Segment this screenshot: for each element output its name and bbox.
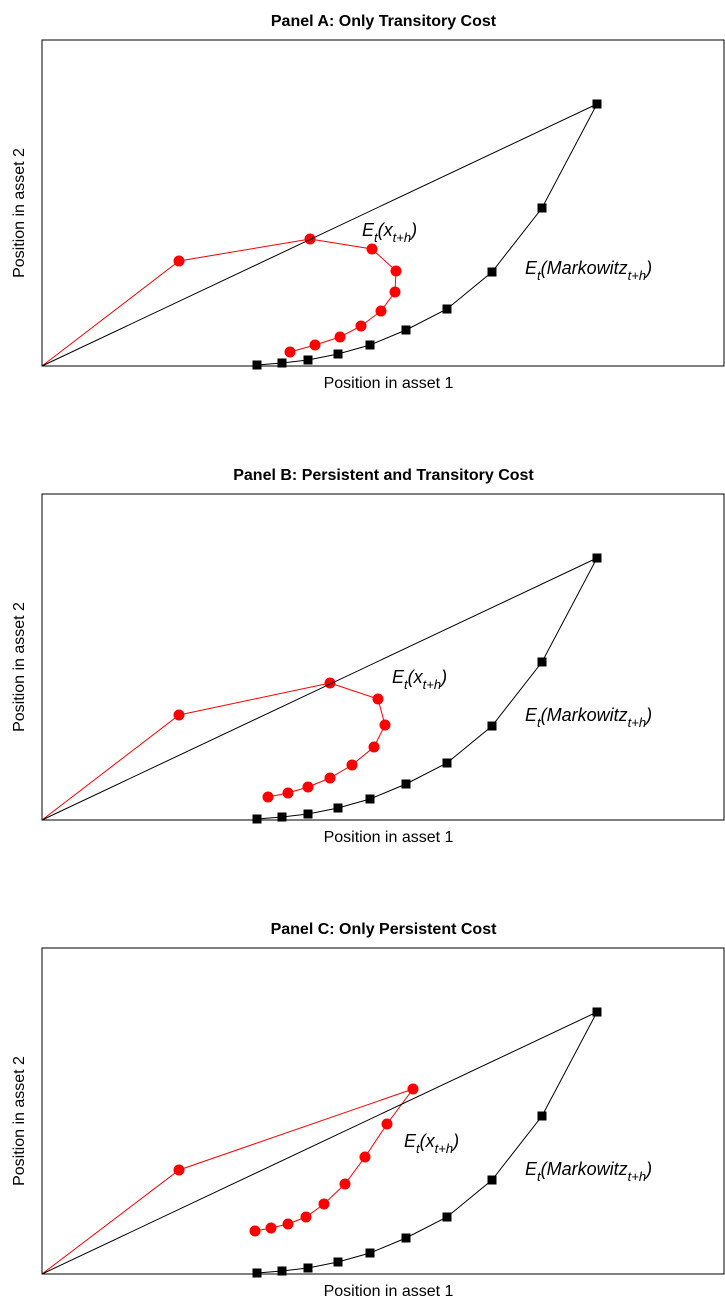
data-point-3 [442,304,452,314]
plot-area-frame [41,947,725,1275]
data-point-2 [381,1118,393,1130]
panel-0: Panel A: Only Transitory Cost Position in… [11,13,725,392]
data-point-0 [173,255,185,267]
series-label: Et(xt+h) [392,667,447,692]
data-point-4 [389,286,401,298]
data-point-3 [379,719,391,731]
data-point-6 [324,772,336,784]
data-point-4 [368,741,380,753]
data-point-4 [339,1178,351,1190]
data-point-1 [537,1111,547,1121]
data-point-0 [592,553,602,563]
series-label: Et(Markowitzt+h) [525,1159,652,1184]
data-point-6 [300,1211,312,1223]
data-point-8 [277,1266,287,1276]
data-point-0 [173,709,185,721]
data-point-0 [592,99,602,109]
data-point-6 [333,349,343,359]
data-point-0 [592,1007,602,1017]
data-point-2 [372,693,384,705]
panel-1: Panel B: Persistent and Transitory Cost P… [11,467,725,846]
series-1: Et(Markowitzt+h) [41,553,652,824]
data-point-4 [401,1233,411,1243]
data-point-6 [333,803,343,813]
data-point-5 [365,340,375,350]
data-point-5 [318,1198,330,1210]
data-point-8 [277,358,287,368]
series-line [41,102,599,367]
data-point-9 [284,346,296,358]
data-point-4 [401,325,411,335]
plot-area-frame [41,39,725,367]
data-point-1 [537,203,547,213]
chart-title: Panel A: Only Transitory Cost [271,13,497,30]
series-1: Et(Markowitzt+h) [41,1007,652,1278]
data-point-9 [262,791,274,803]
series-label: Et(xt+h) [362,220,417,245]
y-axis-label: Position in asset 2 [11,1056,28,1186]
data-point-5 [365,1248,375,1258]
data-point-2 [487,267,497,277]
data-point-1 [324,677,336,689]
data-point-9 [249,1225,261,1237]
plot-area-frame [41,493,725,821]
series-0: Et(xt+h) [41,220,417,367]
data-point-8 [282,787,294,799]
data-point-6 [355,320,367,332]
chart-title: Panel B: Persistent and Transitory Cost [233,467,534,484]
data-point-7 [282,1218,294,1230]
data-point-7 [303,355,313,365]
series-0: Et(xt+h) [41,667,447,821]
series-line [41,556,599,821]
series-line [41,238,397,367]
data-point-4 [401,779,411,789]
series-line [41,1010,599,1275]
data-point-8 [277,812,287,822]
x-axis-label: Position in asset 1 [324,375,454,392]
series-label: Et(Markowitzt+h) [525,258,652,283]
panel-2: Panel C: Only Persistent Cost Position in… [11,921,725,1300]
series-1: Et(Markowitzt+h) [41,99,652,370]
data-point-7 [302,781,314,793]
series-label: Et(xt+h) [404,1131,459,1156]
data-point-7 [334,331,346,343]
data-point-9 [252,1268,262,1278]
data-point-9 [252,814,262,824]
data-point-8 [265,1222,277,1234]
data-point-1 [537,657,547,667]
data-point-2 [487,1175,497,1185]
data-point-3 [442,1212,452,1222]
data-point-8 [309,339,321,351]
data-point-2 [487,721,497,731]
series-line [41,1087,415,1275]
data-point-5 [346,759,358,771]
y-axis-label: Position in asset 2 [11,602,28,732]
data-point-5 [365,794,375,804]
data-point-0 [173,1164,185,1176]
chart-title: Panel C: Only Persistent Cost [271,921,498,938]
data-point-6 [333,1257,343,1267]
data-point-1 [407,1083,419,1095]
data-point-5 [375,305,387,317]
x-axis-label: Position in asset 1 [324,1283,454,1300]
data-point-7 [303,809,313,819]
data-point-3 [359,1151,371,1163]
data-point-3 [442,758,452,768]
series-label: Et(Markowitzt+h) [525,705,652,730]
x-axis-label: Position in asset 1 [324,829,454,846]
y-axis-label: Position in asset 2 [11,148,28,278]
data-point-7 [303,1263,313,1273]
data-point-3 [390,265,402,277]
data-point-2 [366,243,378,255]
series-0: Et(xt+h) [41,1083,459,1275]
series-line [41,682,386,821]
data-point-9 [252,360,262,370]
